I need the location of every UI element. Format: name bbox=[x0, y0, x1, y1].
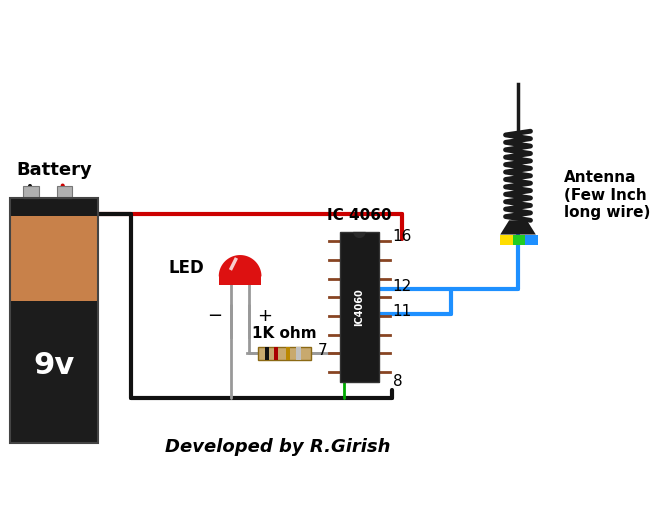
Text: Antenna
(Few Inch
long wire): Antenna (Few Inch long wire) bbox=[564, 170, 650, 220]
Text: 16: 16 bbox=[392, 229, 412, 244]
Text: 8: 8 bbox=[393, 374, 403, 389]
Bar bbox=[10, 216, 97, 301]
Text: 7: 7 bbox=[318, 343, 327, 358]
Bar bbox=[24, 186, 39, 198]
Bar bbox=[286, 347, 290, 360]
Text: Developed by R.Girish: Developed by R.Girish bbox=[165, 438, 390, 456]
Text: IC 4060: IC 4060 bbox=[327, 208, 392, 223]
Bar bbox=[10, 301, 97, 443]
Text: 12: 12 bbox=[392, 279, 411, 294]
Bar bbox=[10, 198, 97, 216]
Text: Battery: Battery bbox=[16, 161, 92, 179]
Text: 9v: 9v bbox=[33, 350, 74, 379]
Bar bbox=[525, 235, 537, 245]
Bar bbox=[513, 235, 525, 245]
Bar bbox=[274, 347, 278, 360]
Bar bbox=[265, 347, 269, 360]
Text: 11: 11 bbox=[392, 304, 411, 319]
Bar bbox=[10, 198, 97, 443]
Text: −: − bbox=[208, 307, 223, 325]
Text: +: + bbox=[257, 307, 272, 325]
Text: 1K ohm: 1K ohm bbox=[252, 326, 317, 341]
Bar bbox=[57, 186, 72, 198]
Bar bbox=[296, 347, 301, 360]
Bar bbox=[219, 277, 261, 285]
Wedge shape bbox=[353, 232, 366, 238]
Bar bbox=[500, 235, 513, 245]
Polygon shape bbox=[219, 255, 261, 277]
Text: LED: LED bbox=[168, 259, 204, 277]
Bar bbox=[340, 232, 379, 382]
Text: IC4060: IC4060 bbox=[355, 288, 364, 326]
Polygon shape bbox=[500, 220, 536, 235]
Bar bbox=[258, 347, 311, 360]
